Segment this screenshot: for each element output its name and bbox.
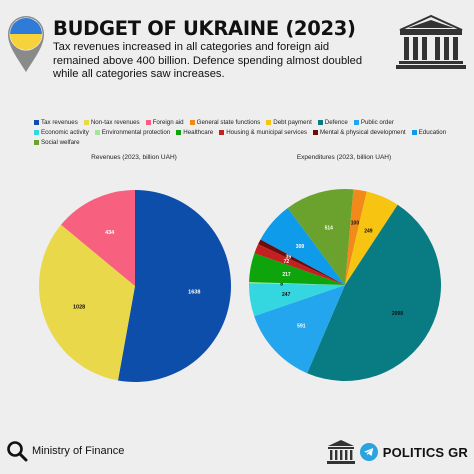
legend-label: Defence	[324, 119, 348, 126]
legend-item: Housing & municipal services	[219, 128, 307, 137]
legend-item: Environmental protection	[94, 128, 171, 137]
legend-label: Debt payment	[273, 119, 312, 126]
legend-swatch	[266, 120, 272, 125]
legend-item: Mental & physical development	[313, 128, 406, 137]
legend-label: Mental & physical development	[320, 129, 406, 136]
legend-item: Foreign aid	[145, 118, 184, 127]
legend-swatch	[313, 130, 319, 135]
pie-slice	[249, 283, 345, 317]
legend-swatch	[219, 130, 225, 135]
temple-small-icon	[326, 440, 355, 464]
legend-item: Healthcare	[176, 128, 213, 137]
data-label: 100	[351, 220, 360, 226]
pie-slice	[249, 282, 345, 285]
data-label: 2098	[392, 311, 403, 317]
legend-label: Public order	[360, 119, 394, 126]
legend-item: Tax revenues	[34, 118, 78, 127]
pie-slice	[258, 239, 345, 285]
source-text: Ministry of Finance	[32, 445, 125, 457]
legend-swatch	[34, 130, 39, 135]
legend-label: Economic activity	[41, 129, 89, 136]
data-label: 72	[284, 259, 290, 265]
legend-swatch	[411, 130, 417, 135]
data-label: 217	[282, 272, 291, 278]
temple-icon	[396, 14, 466, 69]
pie-slice	[254, 244, 345, 285]
legend-label: Healthcare	[183, 129, 214, 136]
legend-label: Social welfare	[41, 139, 80, 146]
legend-label: Tax revenues	[41, 119, 78, 126]
expenditures-chart-title: Expenditures (2023, billion UAH)	[296, 154, 392, 161]
legend-label: Foreign aid	[152, 119, 184, 126]
legend-item: Non-tax revenues	[83, 118, 140, 127]
legend-label: General state functions	[196, 119, 261, 126]
page-subtitle: Tax revenues increased in all categories…	[53, 41, 363, 80]
revenues-chart-title: Revenues (2023, billion UAH)	[91, 154, 177, 161]
legend-swatch	[34, 120, 39, 125]
pie-slice	[345, 189, 367, 285]
data-label: 249	[364, 228, 373, 234]
pie-slice	[307, 204, 441, 381]
legend-item: Defence	[317, 118, 348, 127]
pie-slice	[287, 189, 354, 285]
data-label: 247	[282, 292, 291, 298]
pie-slice	[61, 190, 135, 286]
pie-slice	[345, 191, 398, 285]
legend-swatch	[176, 130, 182, 135]
data-label: 1638	[188, 289, 200, 295]
legend-item: Debt payment	[266, 118, 312, 127]
ukraine-flag-pin-icon	[8, 16, 44, 72]
legend-item: Economic activity	[34, 128, 89, 137]
source-credit: Ministry of Finance	[6, 440, 124, 462]
legend-swatch	[94, 130, 100, 135]
pie-slice	[249, 253, 345, 285]
pie-slice	[38, 224, 135, 381]
pie-slice	[117, 189, 232, 382]
telegram-icon	[359, 443, 378, 461]
revenues-pie: 1638 1028 434	[38, 189, 232, 382]
legend-label: Non-tax revenues	[90, 119, 140, 126]
page-title: BUDGET OF UKRAINE (2023)	[53, 17, 356, 40]
legend-item: Social welfare	[34, 138, 80, 147]
data-label: 591	[297, 323, 306, 329]
legend-item: Education	[411, 128, 447, 137]
legend-swatch	[189, 120, 195, 125]
brand-name: POLITICS GR	[382, 444, 468, 460]
data-label: 514	[325, 226, 334, 232]
legend-item: Public order	[353, 118, 394, 127]
legend-swatch	[34, 140, 39, 145]
legend-swatch	[353, 120, 359, 125]
legend-swatch	[145, 120, 151, 125]
brand-credit: POLITICS GR	[326, 439, 468, 465]
data-label: 39	[286, 254, 292, 260]
data-label: 309	[296, 244, 305, 250]
legend-label: Housing & municipal services	[226, 129, 308, 136]
legend-swatch	[83, 120, 89, 125]
data-label: 1028	[73, 304, 85, 310]
chart-legend: Tax revenues Non-tax revenues Foreign aid G…	[34, 118, 454, 147]
legend-label: Education	[418, 129, 447, 136]
data-label: 8	[280, 281, 283, 287]
pie-slice	[254, 285, 345, 374]
legend-swatch	[317, 120, 323, 125]
search-icon	[7, 441, 28, 462]
legend-label: Environmental protection	[101, 129, 171, 136]
data-label: 434	[105, 230, 115, 236]
pie-slice	[260, 207, 345, 285]
legend-item: General state functions	[189, 118, 261, 127]
